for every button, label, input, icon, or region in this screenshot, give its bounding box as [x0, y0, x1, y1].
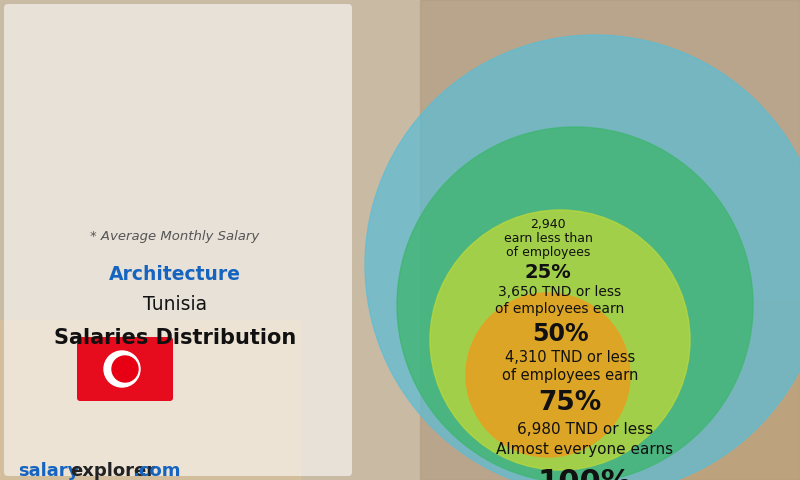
- Text: salary: salary: [18, 462, 79, 480]
- Text: 25%: 25%: [525, 263, 571, 282]
- Text: 6,980 TND or less: 6,980 TND or less: [517, 422, 653, 437]
- Bar: [0, 0, 420, 480]
- Text: Tunisia: Tunisia: [143, 295, 207, 314]
- Text: 4,310 TND or less: 4,310 TND or less: [505, 350, 635, 365]
- Text: 2,940: 2,940: [530, 218, 566, 231]
- Text: * Average Monthly Salary: * Average Monthly Salary: [90, 230, 260, 243]
- Text: 50%: 50%: [532, 322, 588, 346]
- Circle shape: [430, 210, 690, 470]
- Bar: [420, 0, 800, 480]
- Text: .com: .com: [132, 462, 181, 480]
- Text: Almost everyone earns: Almost everyone earns: [497, 442, 674, 457]
- FancyBboxPatch shape: [77, 337, 173, 401]
- Text: 100%: 100%: [538, 468, 632, 480]
- Circle shape: [365, 35, 800, 480]
- Circle shape: [112, 356, 138, 382]
- Bar: [0, 320, 300, 480]
- Text: explorer: explorer: [70, 462, 155, 480]
- Text: earn less than: earn less than: [503, 232, 593, 245]
- Text: of employees: of employees: [506, 246, 590, 259]
- Bar: [600, 300, 800, 480]
- Circle shape: [466, 293, 630, 457]
- Text: 75%: 75%: [538, 390, 602, 416]
- Text: Salaries Distribution: Salaries Distribution: [54, 328, 296, 348]
- Text: 3,650 TND or less: 3,650 TND or less: [498, 285, 622, 299]
- FancyBboxPatch shape: [4, 4, 352, 476]
- Circle shape: [104, 351, 140, 387]
- Text: of employees earn: of employees earn: [495, 302, 625, 316]
- Text: Architecture: Architecture: [109, 265, 241, 284]
- Text: of employees earn: of employees earn: [502, 368, 638, 383]
- Circle shape: [397, 127, 753, 480]
